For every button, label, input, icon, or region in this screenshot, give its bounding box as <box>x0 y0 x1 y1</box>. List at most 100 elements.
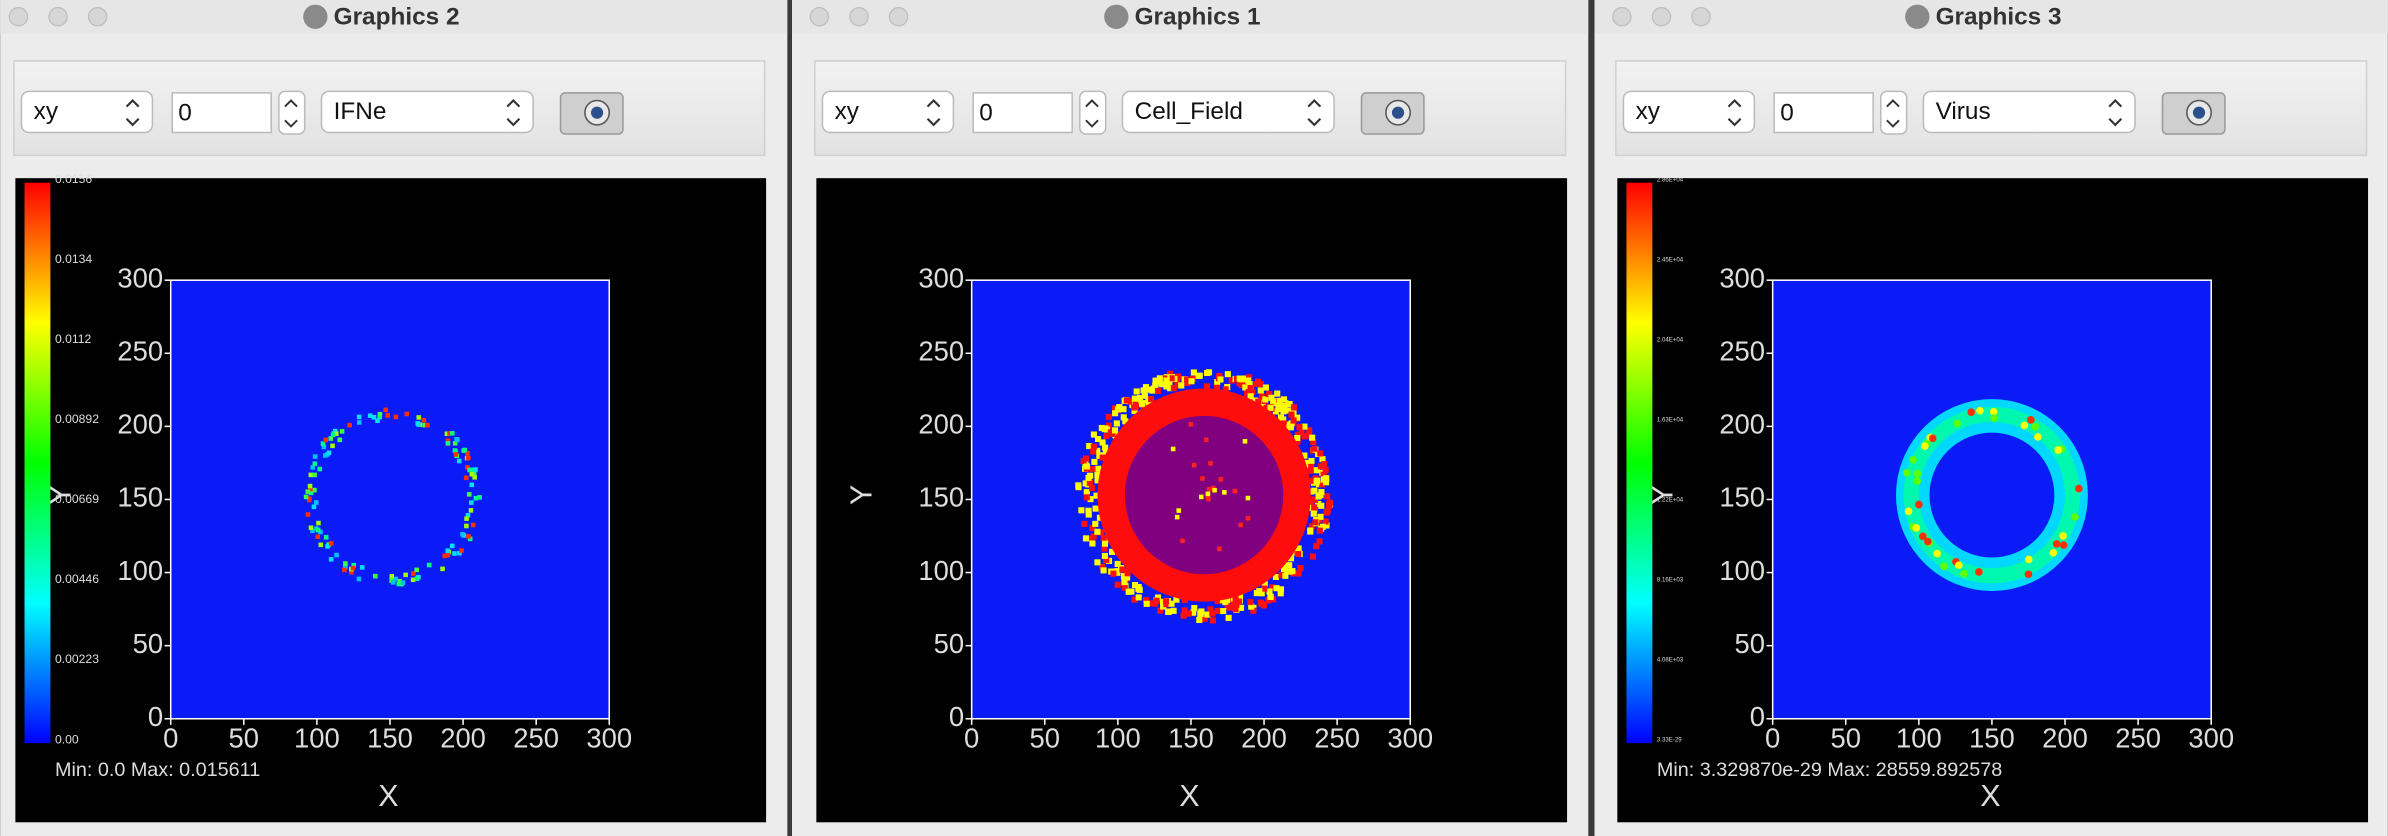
field-cell <box>323 437 329 443</box>
field-cell <box>342 567 347 573</box>
title-bar <box>791 0 1589 34</box>
field-cell <box>1295 551 1302 558</box>
y-axis-label: Y <box>1646 485 1680 505</box>
field-cell <box>1310 510 1317 517</box>
field-cell <box>1247 384 1254 392</box>
close-button[interactable] <box>1612 7 1632 27</box>
field-cell <box>465 465 470 470</box>
field-cell <box>1191 605 1198 612</box>
field-cell <box>396 581 402 587</box>
field-cell <box>347 422 352 428</box>
slice-stepper[interactable] <box>1079 90 1107 135</box>
cell-core <box>1124 415 1284 575</box>
field-select[interactable] <box>1922 90 2136 134</box>
zoom-button[interactable] <box>87 7 108 27</box>
window-separator <box>787 0 792 836</box>
field-cell <box>1111 427 1119 434</box>
field-cell <box>1162 598 1170 605</box>
field-cell <box>1319 523 1326 530</box>
field-cell <box>1301 423 1308 430</box>
field-cell <box>1317 450 1324 457</box>
field-cell <box>1242 384 1249 391</box>
field-cell <box>425 422 430 428</box>
field-cell <box>359 565 365 570</box>
field-cell <box>1098 424 1105 432</box>
field-cell <box>377 414 382 420</box>
field-cell <box>1282 567 1289 574</box>
field-cell <box>1308 496 1315 503</box>
field-cell <box>415 421 420 426</box>
field-cell <box>445 438 451 444</box>
field-cell <box>1213 384 1221 391</box>
field-cell <box>1102 425 1109 432</box>
virus-spot <box>2020 421 2029 430</box>
field-cell <box>1114 560 1121 567</box>
x-tick-label: 150 <box>1168 722 1214 753</box>
close-button[interactable] <box>809 7 830 27</box>
field-cell <box>321 444 327 450</box>
field-cell <box>328 541 334 546</box>
field-cell <box>1294 414 1301 421</box>
virus-spot <box>2052 540 2061 548</box>
field-cell <box>1220 608 1227 615</box>
field-cell <box>1310 438 1317 446</box>
minimize-button[interactable] <box>1651 7 1672 27</box>
field-cell <box>444 431 450 437</box>
field-cell <box>442 553 448 559</box>
colorbar-label: 0.0112 <box>55 332 92 346</box>
field-cell <box>1267 593 1274 601</box>
field-cell <box>1276 397 1283 404</box>
field-cell <box>1100 567 1107 574</box>
field-cell <box>1188 378 1195 385</box>
slice-input[interactable] <box>171 92 272 134</box>
zoom-button[interactable] <box>1691 7 1711 27</box>
field-cell <box>1196 616 1203 623</box>
x-tick-label: 250 <box>513 722 559 753</box>
field-cell <box>1308 463 1315 470</box>
minimize-button[interactable] <box>849 7 869 27</box>
slice-stepper[interactable] <box>1880 90 1908 135</box>
field-cell <box>1163 377 1170 384</box>
plane-select[interactable] <box>821 90 955 134</box>
field-cell <box>318 542 324 548</box>
field-select[interactable] <box>1121 90 1335 134</box>
field-cell <box>1154 594 1162 601</box>
field-cell <box>1131 596 1138 603</box>
field-cell <box>1131 408 1138 415</box>
field-cell <box>456 458 462 464</box>
field-cell <box>1232 488 1238 494</box>
slice-input[interactable] <box>972 92 1073 134</box>
field-cell <box>421 417 427 423</box>
field-cell <box>1204 611 1211 618</box>
y-tick-label: 250 <box>117 336 163 367</box>
plane-select[interactable] <box>20 90 154 134</box>
field-cell <box>1317 492 1324 499</box>
title-bar <box>1594 0 2388 34</box>
field-cell <box>411 571 416 576</box>
field-cell <box>1245 388 1252 396</box>
minimize-button[interactable] <box>48 7 68 27</box>
graphics-window: Graphics 2 xy 0 IFNe 0 50 100 150 200 250 300 0 50 10… <box>0 0 788 836</box>
close-button[interactable] <box>8 7 29 27</box>
field-cell <box>316 520 321 526</box>
plane-select[interactable] <box>1622 90 1756 134</box>
field-cell <box>1113 420 1120 427</box>
slice-input[interactable] <box>1773 92 1874 134</box>
field-select[interactable] <box>320 90 534 134</box>
virus-spot <box>1915 500 1923 509</box>
field-cell <box>308 490 314 496</box>
slice-stepper[interactable] <box>278 90 306 135</box>
field-cell <box>356 414 362 420</box>
field-cell <box>1132 399 1139 407</box>
field-cell <box>473 467 478 472</box>
field-cell <box>1271 398 1278 405</box>
field-cell <box>1170 446 1176 452</box>
field-cell <box>1176 508 1182 513</box>
field-cell <box>308 525 314 531</box>
field-cell <box>305 489 311 494</box>
field-cell <box>1301 452 1308 459</box>
zoom-button[interactable] <box>888 7 909 27</box>
field-cell <box>1228 377 1235 384</box>
field-cell <box>1311 496 1318 504</box>
field-cell <box>1168 375 1175 382</box>
